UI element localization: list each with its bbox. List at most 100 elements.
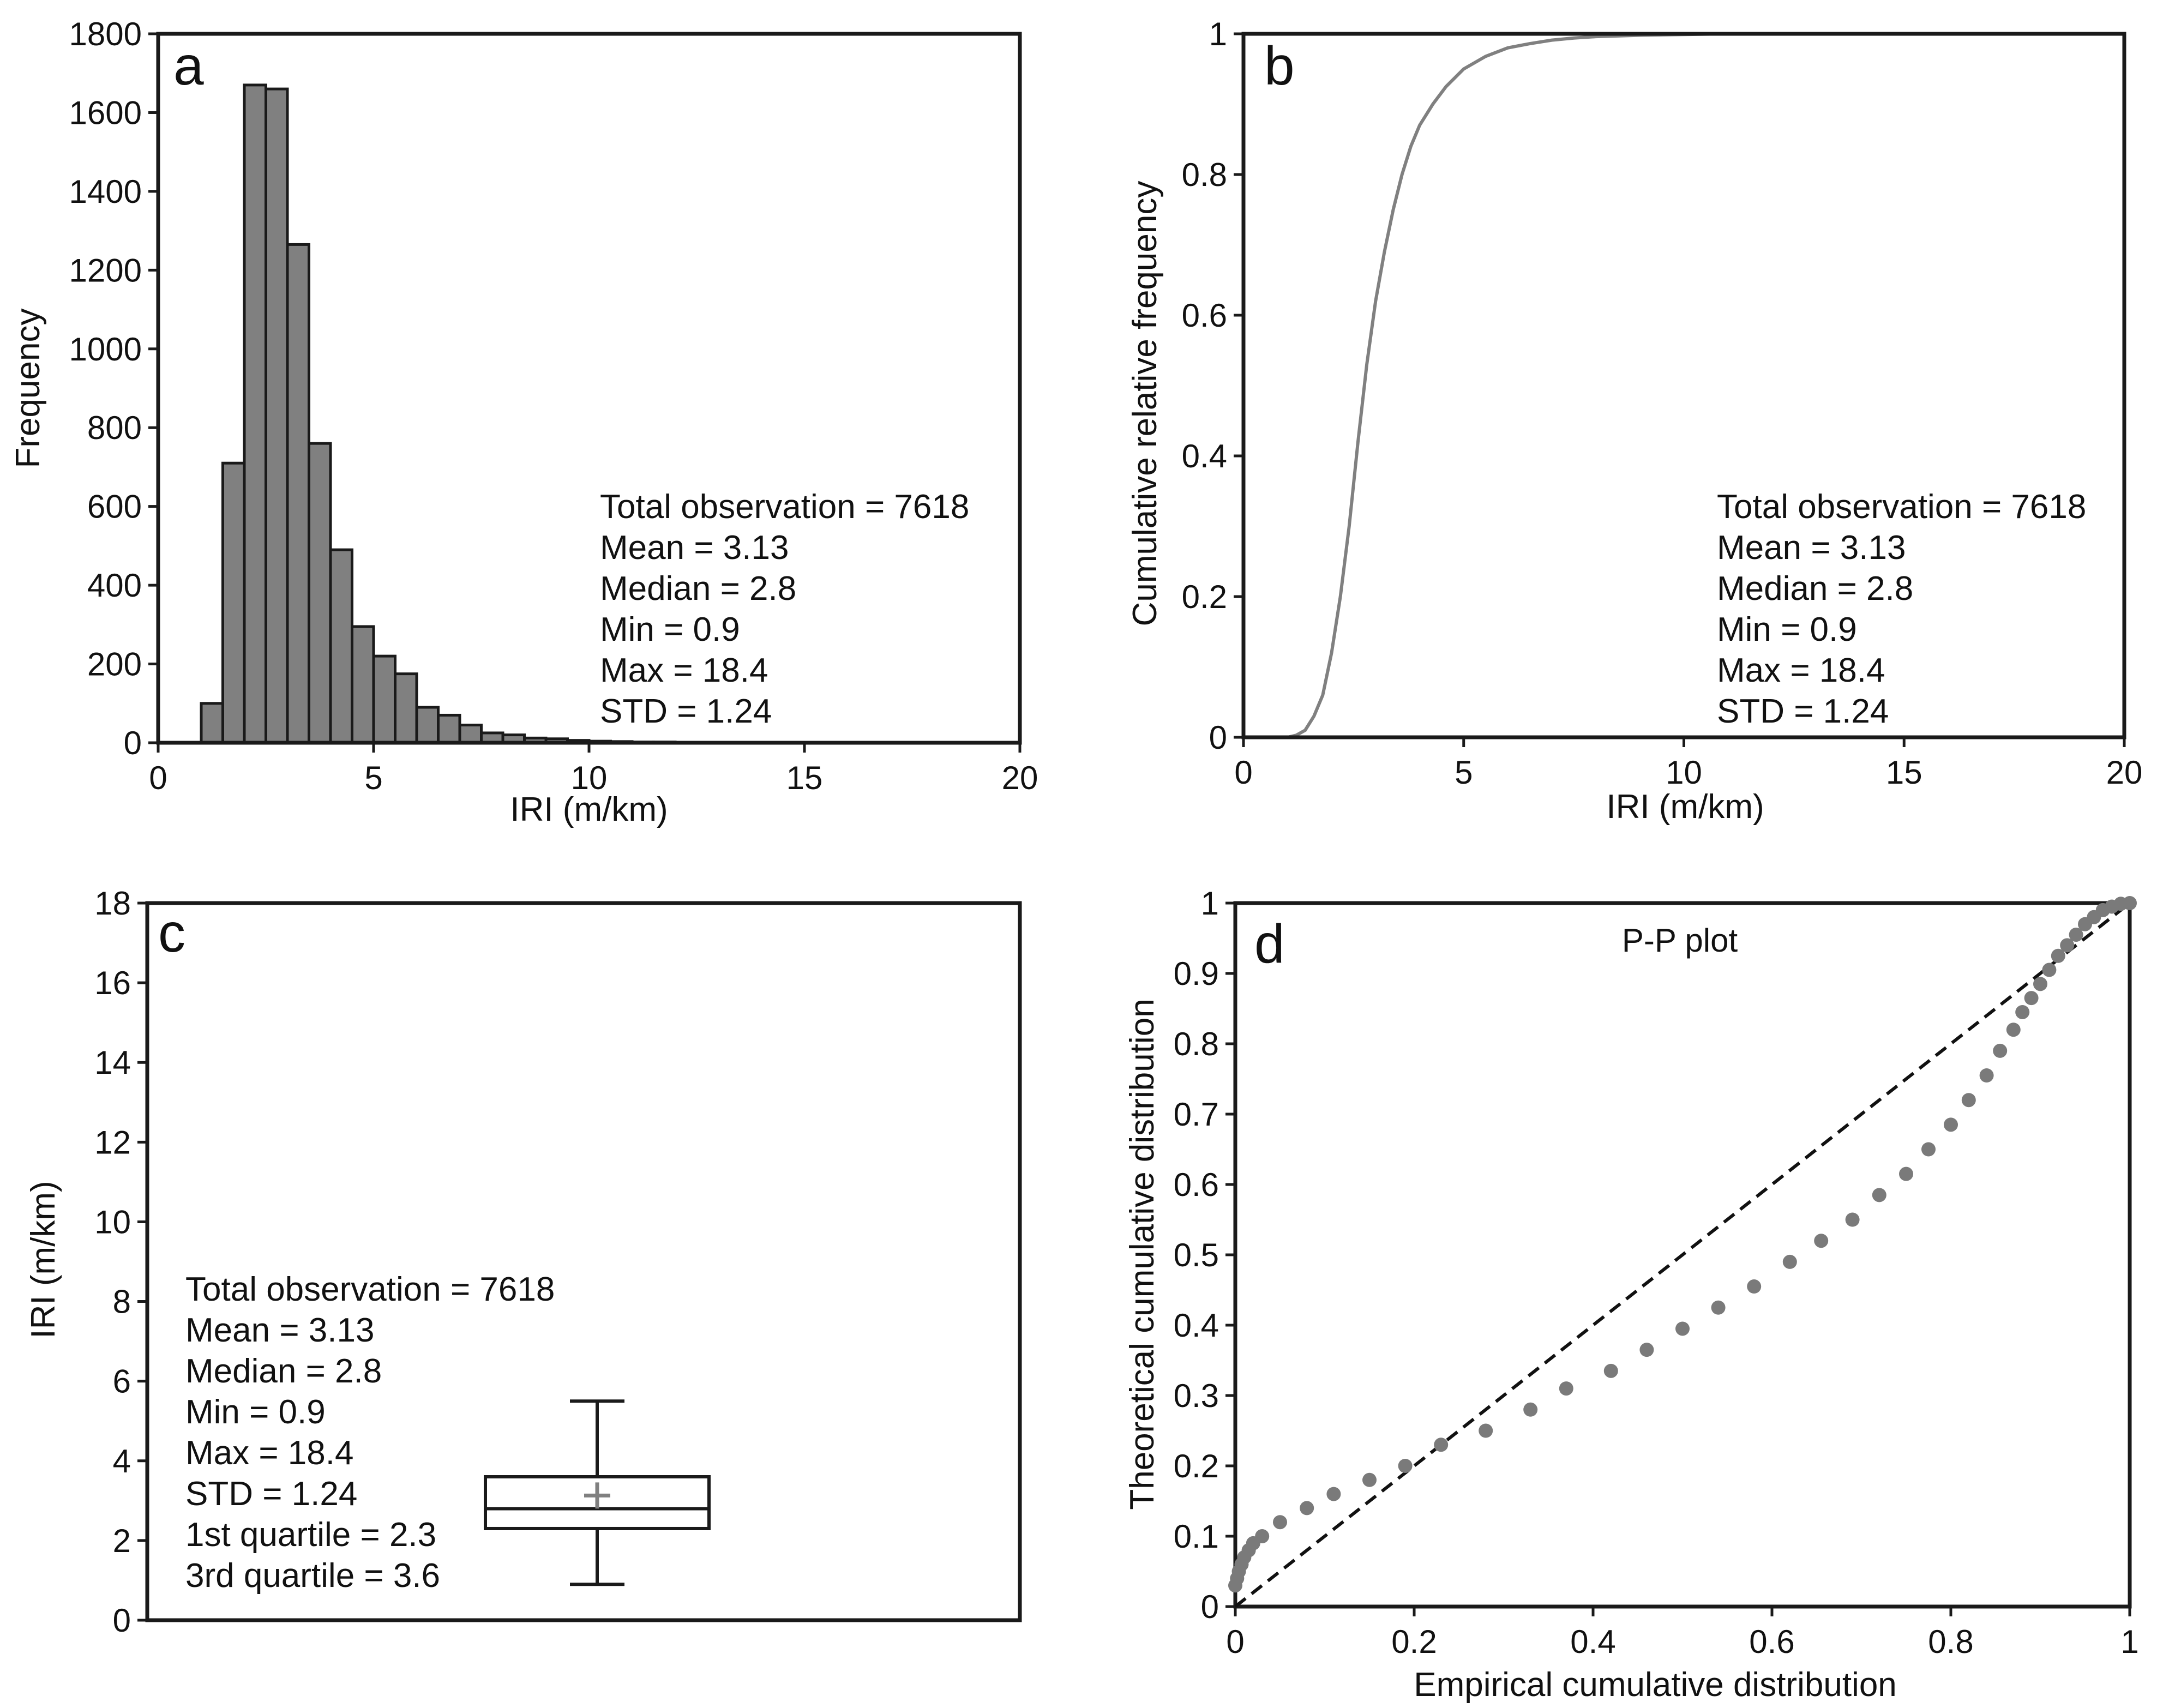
panel-d-pp-plot: 0 0.2 0.4 0.6 0.8 1 0 0.1 0.2 0.3 0.4 0.5 0.6 0.7 0.8… <box>1123 885 2139 1704</box>
pp-point <box>2006 1023 2021 1037</box>
histogram-bar <box>221 461 246 744</box>
y-tick-label: 600 <box>87 489 142 525</box>
pp-point <box>2042 963 2057 977</box>
pp-point <box>1921 1142 1936 1157</box>
pp-point <box>1273 1515 1287 1530</box>
pp-point <box>1993 1043 2008 1058</box>
chart-title-d: P-P plot <box>1622 922 1738 959</box>
panel-label-d: d <box>1254 913 1285 975</box>
x-tick-label: 10 <box>1666 754 1702 791</box>
stat-median-a: Median = 2.8 <box>600 570 796 608</box>
stat-q1-c: 1st quartile = 2.3 <box>185 1516 436 1554</box>
x-tick-label: 0.2 <box>1391 1623 1437 1660</box>
stat-median-b: Median = 2.8 <box>1717 570 1913 608</box>
x-tick-label: 0 <box>149 760 167 796</box>
panel-label-a: a <box>173 35 204 97</box>
x-tick-label: 20 <box>2106 754 2143 791</box>
pp-point <box>1559 1381 1573 1396</box>
plot-frame-b <box>1241 32 2126 739</box>
stat-std-a: STD = 1.24 <box>600 693 772 730</box>
histogram-bar <box>265 87 289 744</box>
pp-point <box>1362 1472 1377 1487</box>
pp-point <box>1326 1487 1341 1501</box>
y-tick-label: 0.4 <box>1174 1307 1219 1344</box>
pp-point <box>1398 1459 1413 1473</box>
pp-point <box>1845 1212 1860 1227</box>
x-tick-label: 0 <box>1234 754 1252 791</box>
y-ticks-a: 0 200 400 600 800 1000 1200 1400 1600 1800 <box>69 16 158 761</box>
stat-std-b: STD = 1.24 <box>1717 693 1889 730</box>
x-tick-label: 0.8 <box>1928 1623 1973 1660</box>
histogram-bar <box>394 672 418 744</box>
histogram-bar <box>286 243 310 744</box>
y-ticks-d: 0 0.1 0.2 0.3 0.4 0.5 0.6 0.7 0.8 0.9 1 <box>1174 885 1235 1625</box>
y-tick-label: 12 <box>94 1124 131 1160</box>
y-tick-label: 4 <box>113 1443 131 1480</box>
y-tick-label: 1200 <box>69 252 142 288</box>
histogram-bar <box>308 442 332 744</box>
x-axis-label-b: IRI (m/km) <box>1606 788 1764 826</box>
y-tick-label: 1000 <box>69 331 142 368</box>
panel-a-histogram: 0 5 10 15 20 0 200 400 600 800 1000 1200 1400 1600 18… <box>9 16 1038 828</box>
x-axis-label-d: Empirical cumulative distribution <box>1414 1666 1897 1704</box>
stat-min-b: Min = 0.9 <box>1717 611 1857 648</box>
pp-point <box>2033 977 2047 991</box>
histogram-bar <box>351 625 375 744</box>
y-tick-label: 0.2 <box>1182 579 1227 615</box>
y-ticks-c: 0 2 4 6 8 10 12 14 16 18 <box>94 885 147 1639</box>
pp-point <box>1711 1300 1726 1315</box>
y-tick-label: 6 <box>113 1363 131 1400</box>
x-tick-label: 20 <box>1002 760 1038 796</box>
y-tick-label: 0 <box>1201 1589 1219 1625</box>
histogram-bar <box>200 702 224 744</box>
stat-total-a: Total observation = 7618 <box>600 488 969 526</box>
stat-max-a: Max = 18.4 <box>600 652 768 689</box>
stats-text-a: Total observation = 7618 Mean = 3.13 Med… <box>600 488 969 730</box>
x-tick-label: 10 <box>571 760 608 796</box>
y-tick-label: 0.6 <box>1182 297 1227 334</box>
plot-frame-c <box>145 901 1022 1622</box>
x-tick-label: 5 <box>1455 754 1473 791</box>
y-tick-label: 0 <box>1209 719 1227 756</box>
y-tick-label: 200 <box>87 646 142 683</box>
histogram-bar <box>415 706 440 744</box>
stat-std-c: STD = 1.24 <box>185 1475 357 1513</box>
pp-point <box>1639 1343 1654 1357</box>
y-tick-label: 18 <box>94 885 131 922</box>
histogram-bars <box>200 83 1022 744</box>
y-tick-label: 0.1 <box>1174 1518 1219 1555</box>
x-ticks-b: 0 5 10 15 20 <box>1234 737 2142 791</box>
x-ticks-a: 0 5 10 15 20 <box>149 743 1038 796</box>
y-tick-label: 16 <box>94 965 131 1001</box>
y-tick-label: 400 <box>87 567 142 604</box>
stat-mean-b: Mean = 3.13 <box>1717 529 1906 567</box>
stats-text-c: Total observation = 7618 Mean = 3.13 Med… <box>185 1271 555 1595</box>
histogram-bar <box>372 654 396 744</box>
pp-point <box>1782 1254 1797 1269</box>
cumulative-curve <box>1287 32 2124 739</box>
x-tick-label: 15 <box>786 760 823 796</box>
pp-point <box>1979 1068 1994 1083</box>
y-axis-label-d: Theoretical cumulative distribution <box>1123 999 1161 1509</box>
x-tick-label: 0.6 <box>1749 1623 1794 1660</box>
stat-max-b: Max = 18.4 <box>1717 652 1885 689</box>
x-axis-label-a: IRI (m/km) <box>510 791 668 828</box>
y-tick-label: 0.4 <box>1182 438 1227 474</box>
y-tick-label: 0.8 <box>1174 1026 1219 1062</box>
y-tick-label: 14 <box>94 1044 131 1081</box>
panel-label-b: b <box>1264 35 1295 97</box>
y-tick-label: 0.2 <box>1174 1448 1219 1484</box>
stat-mean-c: Mean = 3.13 <box>185 1312 374 1349</box>
pp-point <box>1675 1321 1690 1336</box>
y-tick-label: 0 <box>124 725 142 761</box>
y-axis-label-b: Cumulative relative frequency <box>1126 181 1164 627</box>
pp-point <box>1872 1188 1886 1202</box>
y-tick-label: 1600 <box>69 94 142 131</box>
y-tick-label: 2 <box>113 1523 131 1559</box>
histogram-bar <box>437 713 461 744</box>
x-tick-label: 15 <box>1886 754 1922 791</box>
y-tick-label: 0.9 <box>1174 955 1219 992</box>
pp-point <box>1603 1363 1618 1378</box>
panel-b-cumulative: 0 5 10 15 20 0 0.2 0.4 0.6 0.8 1 b IRI (m/km) Cum… <box>1126 16 2142 826</box>
